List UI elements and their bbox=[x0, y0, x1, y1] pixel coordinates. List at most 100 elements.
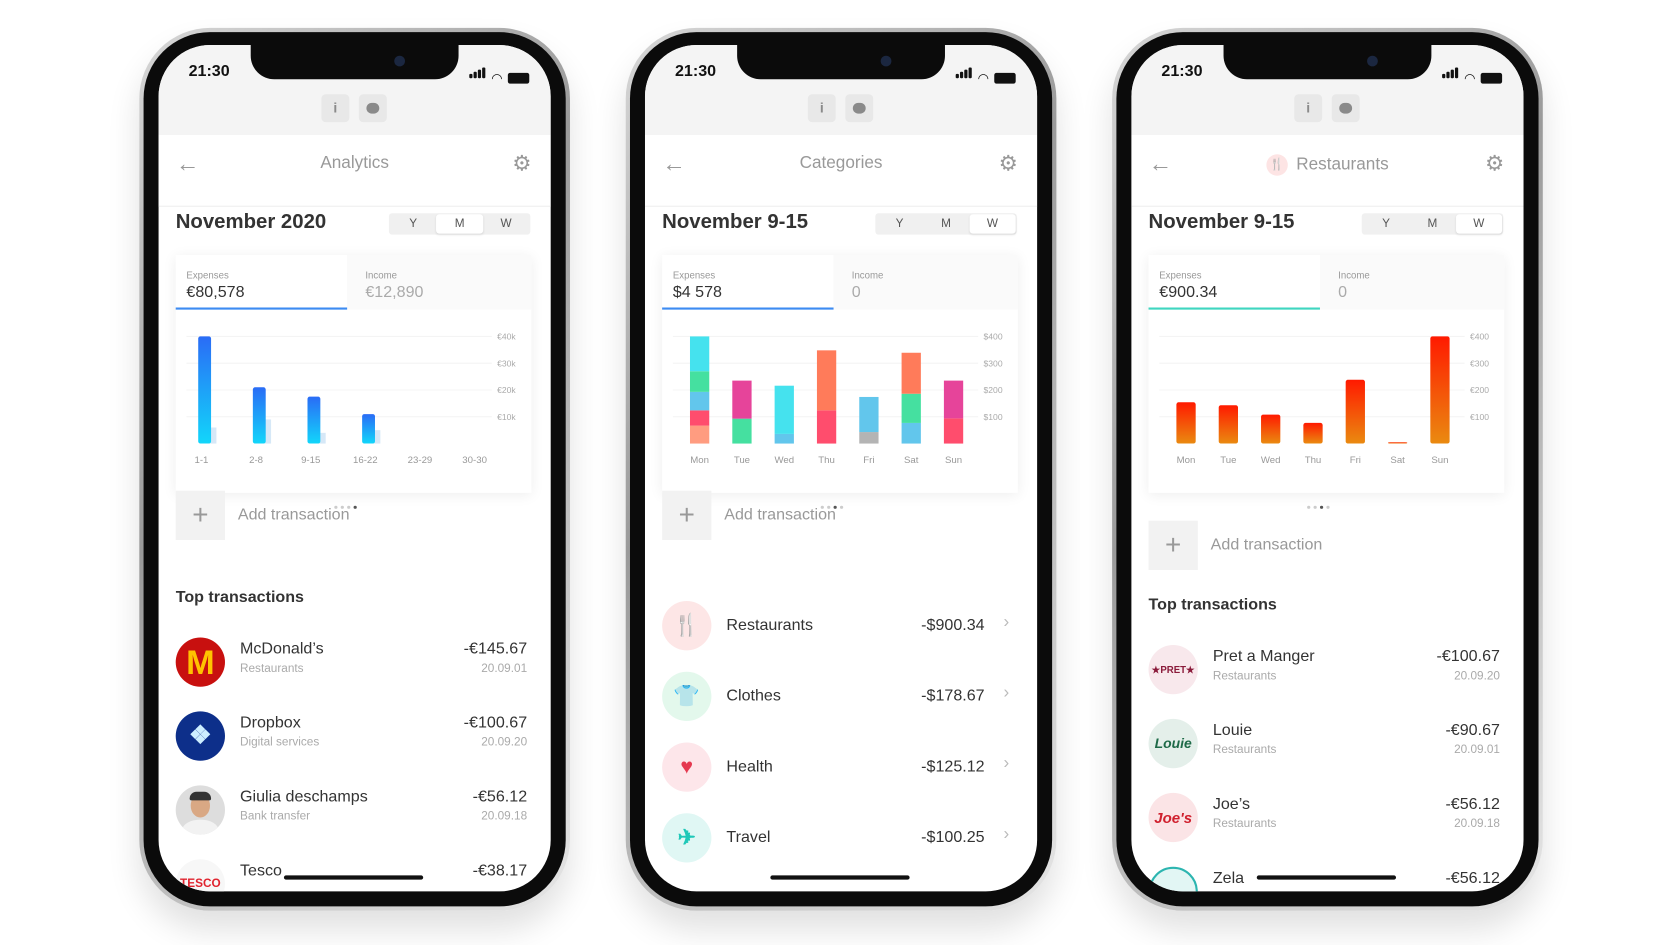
transaction-amount: -€145.67 bbox=[463, 639, 528, 658]
page-dot[interactable] bbox=[1307, 505, 1311, 509]
transaction-amount: -€100.67 bbox=[1436, 647, 1500, 666]
segment-w[interactable]: W bbox=[969, 214, 1016, 234]
transaction-row[interactable]: M McDonald’s Restaurants -€145.67 20.09.01 bbox=[159, 630, 551, 694]
x-tick-label: 9-15 bbox=[301, 455, 320, 466]
transaction-row[interactable]: Zela -€56.12 bbox=[1131, 859, 1523, 892]
transaction-row[interactable]: Joe's Joe’s Restaurants -€56.12 20.09.18 bbox=[1131, 785, 1523, 849]
camera bbox=[394, 55, 405, 67]
income-value: 0 bbox=[851, 282, 861, 302]
status-time: 21:30 bbox=[674, 62, 717, 81]
status-icons: ◠ bbox=[468, 64, 530, 85]
signal-bar bbox=[481, 67, 485, 79]
analytics-card: Expenses €900.34 Income 0 €100 €200 €300 €400 Mo… bbox=[1148, 254, 1505, 493]
add-transaction-button[interactable]: + bbox=[1148, 520, 1198, 570]
page-dot[interactable] bbox=[1326, 505, 1330, 509]
info-button[interactable]: i bbox=[321, 94, 350, 123]
segment-w[interactable]: W bbox=[1455, 214, 1503, 234]
stacked-bar-segment bbox=[901, 393, 921, 423]
louie-logo: Louie bbox=[1148, 718, 1198, 769]
page-dot[interactable] bbox=[340, 505, 344, 509]
x-tick-label: Sun bbox=[945, 455, 962, 466]
add-transaction-label[interactable]: Add transaction bbox=[237, 505, 350, 524]
stacked-bar-segment bbox=[689, 371, 710, 392]
expense-bar bbox=[1430, 336, 1450, 444]
page-dot[interactable] bbox=[833, 505, 837, 509]
phone-screen: 21:30 ◠ i ← Categories ⚙ November 9-15 Y M W Expen… bbox=[644, 44, 1038, 892]
income-tab[interactable] bbox=[833, 254, 1018, 310]
page-dot[interactable] bbox=[839, 505, 844, 509]
income-bar bbox=[208, 427, 217, 444]
transaction-row[interactable]: ★PRET★ Pret a Manger Restaurants -€100.67 20… bbox=[1131, 637, 1523, 701]
add-transaction-label[interactable]: Add transaction bbox=[724, 505, 836, 524]
x-tick-label: Wed bbox=[774, 455, 794, 466]
chevron-right-icon[interactable]: › bbox=[1003, 754, 1010, 773]
signal-bar bbox=[955, 73, 959, 79]
home-indicator[interactable] bbox=[770, 875, 910, 880]
segment-y[interactable]: Y bbox=[1382, 217, 1390, 231]
chevron-right-icon[interactable]: › bbox=[1003, 683, 1010, 702]
chevron-right-icon[interactable]: › bbox=[1003, 612, 1010, 632]
add-transaction-button[interactable]: + bbox=[175, 490, 225, 540]
page-dot[interactable] bbox=[334, 505, 338, 509]
segment-w[interactable]: W bbox=[500, 217, 512, 231]
page-dot[interactable] bbox=[347, 505, 351, 509]
x-tick-label: 2-8 bbox=[249, 455, 263, 466]
page-indicator bbox=[334, 505, 357, 509]
add-transaction-button[interactable]: + bbox=[662, 490, 712, 540]
page-dot[interactable] bbox=[1313, 505, 1317, 509]
y-tick-label: $300 bbox=[984, 358, 1003, 368]
transaction-row[interactable]: ❖ Dropbox Digital services -€100.67 20.09.20 bbox=[159, 704, 551, 768]
segment-m[interactable]: M bbox=[1427, 217, 1438, 231]
pret-logo-text: ★PRET★ bbox=[1151, 664, 1195, 675]
back-arrow-icon[interactable]: ← bbox=[175, 149, 200, 177]
income-value: 0 bbox=[1338, 282, 1348, 302]
page-dot[interactable] bbox=[1319, 505, 1324, 509]
signal-bar bbox=[468, 73, 472, 79]
hair bbox=[189, 791, 212, 801]
segment-m[interactable]: M bbox=[941, 217, 951, 231]
segment-y[interactable]: Y bbox=[895, 217, 904, 231]
gear-icon[interactable]: ⚙ bbox=[512, 152, 532, 176]
transaction-amount: -€90.67 bbox=[1445, 721, 1500, 740]
category-row[interactable]: ♥ Health -$125.12 › bbox=[645, 735, 1037, 799]
transaction-category: Restaurants bbox=[1212, 743, 1277, 757]
info-button[interactable]: i bbox=[807, 94, 836, 123]
chevron-right-icon[interactable]: › bbox=[1003, 824, 1010, 844]
segment-m[interactable]: M bbox=[436, 214, 483, 234]
income-tab[interactable] bbox=[347, 254, 532, 310]
add-transaction-label[interactable]: Add transaction bbox=[1210, 535, 1323, 554]
category-row[interactable]: 🍴 Restaurants -$900.34 › bbox=[645, 594, 1037, 658]
y-tick-label: $100 bbox=[984, 412, 1003, 422]
transaction-row[interactable]: TESCO Tesco -€38.17 bbox=[159, 852, 551, 892]
gear-icon[interactable]: ⚙ bbox=[998, 152, 1018, 176]
transaction-row[interactable]: Giulia deschamps Bank transfer -€56.12 20.0… bbox=[159, 778, 551, 842]
category-row[interactable]: 👕 Clothes -$178.67 › bbox=[645, 664, 1037, 728]
info-button[interactable]: i bbox=[1294, 94, 1323, 123]
back-arrow-icon[interactable]: ← bbox=[662, 149, 686, 177]
chat-button[interactable] bbox=[845, 94, 874, 123]
x-tick-label: Fri bbox=[863, 455, 874, 466]
category-row[interactable]: ✈ Travel -$100.25 › bbox=[645, 806, 1037, 870]
page-dot[interactable] bbox=[820, 505, 824, 509]
status-time: 21:30 bbox=[188, 62, 230, 81]
gear-icon[interactable]: ⚙ bbox=[1485, 152, 1505, 176]
chat-button[interactable] bbox=[358, 94, 387, 123]
home-indicator[interactable] bbox=[1256, 875, 1397, 880]
transaction-row[interactable]: Louie Louie Restaurants -€90.67 20.09.01 bbox=[1131, 711, 1523, 775]
shoulders bbox=[182, 819, 219, 835]
chat-button[interactable] bbox=[1331, 94, 1360, 123]
category-amount: -$900.34 bbox=[921, 616, 985, 635]
home-indicator[interactable] bbox=[283, 875, 424, 880]
bar-chart: €100 €200 €300 €400 Mon Tue Wed Thu Fri Sat Sun bbox=[1159, 332, 1489, 466]
segment-y[interactable]: Y bbox=[409, 217, 418, 231]
page-dot[interactable] bbox=[353, 505, 357, 509]
expense-bar bbox=[1303, 422, 1323, 444]
transaction-category: Restaurants bbox=[1212, 817, 1277, 831]
back-arrow-icon[interactable]: ← bbox=[1148, 149, 1173, 177]
expense-bar bbox=[307, 396, 321, 444]
income-tab[interactable] bbox=[1319, 254, 1505, 310]
y-tick-label: €40k bbox=[497, 332, 516, 342]
page-dot[interactable] bbox=[827, 505, 831, 509]
